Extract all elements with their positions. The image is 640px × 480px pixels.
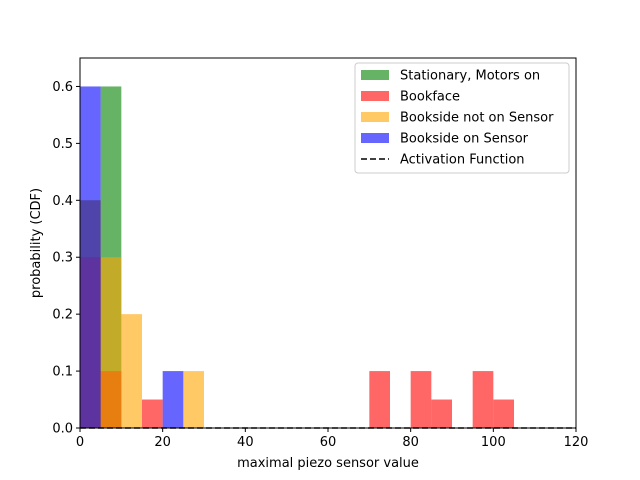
bar-series-1-bin-6 [472, 371, 494, 428]
bar-series-2-bin-3 [183, 371, 204, 428]
legend-label-0: Stationary, Motors on [400, 69, 540, 84]
legend-label-2: Bookside not on Sensor [400, 111, 554, 126]
histogram-bars [80, 86, 514, 428]
bar-series-1-bin-4 [410, 371, 432, 428]
y-tick-label-5: 0.5 [52, 137, 73, 152]
x-tick-label-4: 80 [402, 435, 419, 450]
y-tick-label-2: 0.2 [52, 308, 73, 323]
bar-series-1-bin-3 [369, 371, 390, 428]
y-tick-label-0: 0.0 [52, 422, 73, 437]
y-tick-label-3: 0.3 [52, 251, 73, 266]
x-axis-label: maximal piezo sensor value [237, 456, 419, 471]
y-tick-label-1: 0.1 [52, 365, 73, 380]
bar-series-1-bin-5 [431, 399, 452, 428]
bar-series-2-bin-2 [121, 314, 142, 428]
legend-swatch-3 [361, 133, 389, 143]
legend-label-4: Activation Function [400, 153, 525, 168]
legend-label-3: Bookside on Sensor [400, 132, 529, 147]
legend-label-1: Bookface [400, 90, 460, 105]
x-tick-label-6: 120 [564, 435, 589, 450]
x-tick-label-2: 40 [237, 435, 254, 450]
bar-series-1-bin-2 [142, 399, 163, 428]
y-axis-ticks: 0.0 0.1 0.2 0.3 0.4 0.5 0.6 [52, 80, 80, 437]
y-axis-label: probability (CDF) [29, 188, 44, 298]
legend-swatch-1 [361, 91, 389, 101]
y-tick-label-6: 0.6 [52, 80, 73, 95]
legend-box [354, 62, 570, 174]
x-tick-label-1: 20 [154, 435, 171, 450]
legend: Stationary, Motors on Bookface Bookside no… [354, 62, 570, 174]
y-tick-label-4: 0.4 [52, 194, 73, 209]
bar-series-1-bin-7 [493, 399, 514, 428]
legend-swatch-2 [361, 112, 389, 122]
legend-swatch-0 [361, 70, 389, 80]
bar-series-2-bin-1 [100, 257, 122, 428]
x-tick-label-3: 60 [320, 435, 337, 450]
x-axis-ticks: 0 20 40 60 80 100 120 [76, 428, 589, 450]
bar-series-3-bin-0 [80, 86, 101, 428]
bar-series-3-bin-1 [162, 371, 184, 428]
x-tick-label-0: 0 [76, 435, 84, 450]
x-tick-label-5: 100 [481, 435, 506, 450]
